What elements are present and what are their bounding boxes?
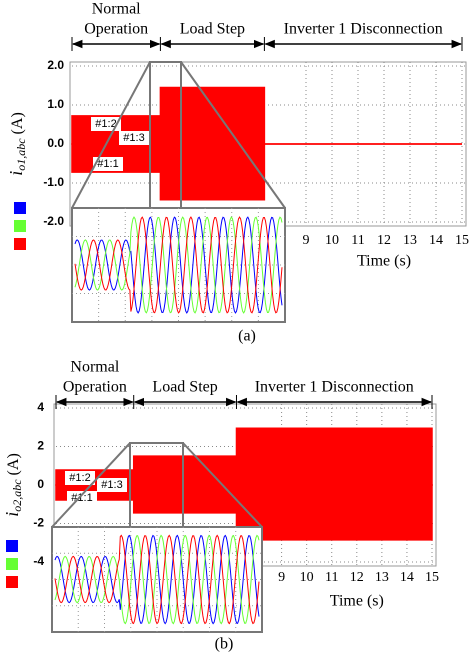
annotation-box (119, 131, 149, 145)
annotation: #1:3 (101, 479, 122, 491)
annotation-box (91, 117, 121, 131)
y-tick-label: 0.0 (47, 136, 64, 150)
annotation: #1:3 (123, 132, 144, 144)
annotation: #1:1 (97, 158, 118, 170)
zoom-connector (71, 61, 286, 209)
x-axis-label: Time (s) (357, 253, 411, 270)
y-label-unit: (A) (5, 453, 22, 479)
y-tick-label: -1.0 (43, 175, 64, 189)
y-tick-label: 4 (37, 400, 44, 414)
phase-label: Inverter 1 Disconnection (284, 21, 443, 38)
x-tick-label: 10 (325, 233, 339, 248)
y-axis-label: io2,abc (A) (2, 453, 24, 517)
y-label-subscript: o2,abc (10, 479, 24, 512)
x-axis-label: Time (s) (330, 593, 384, 610)
y-label-unit: (A) (9, 112, 26, 138)
y-tick-label: 2.0 (47, 58, 64, 72)
x-tick-label: 14 (400, 570, 414, 585)
inset-waveform (74, 216, 283, 314)
y-tick-label: 1.0 (47, 97, 64, 111)
envelope-area (71, 143, 462, 201)
inset-waveform (54, 534, 260, 625)
y-tick-label: 2 (37, 439, 44, 453)
phase-label: Operation (63, 379, 127, 396)
x-tick-label: 12 (350, 570, 364, 585)
phase-label: Normal (70, 359, 119, 376)
caption: (b) (215, 636, 234, 653)
phase-label: Inverter 1 Disconnection (255, 379, 414, 396)
annotation: #1:2 (95, 118, 116, 130)
envelope-area (55, 427, 433, 486)
y-tick-label: -2.0 (43, 214, 64, 228)
y-tick-label: -2 (33, 516, 44, 530)
x-tick-label: 14 (429, 233, 443, 248)
x-tick-label: 13 (403, 233, 417, 248)
legend-swatch (6, 540, 18, 552)
x-tick-label: 9 (303, 233, 310, 248)
y-axis-label: io1,abc (A) (6, 112, 28, 176)
x-tick-label: 10 (300, 570, 314, 585)
y-tick-label: 0 (37, 477, 44, 491)
phase-label: Normal (92, 1, 141, 18)
x-tick-label: 13 (375, 570, 389, 585)
y-label-symbol: i (2, 512, 22, 517)
y-tick-label: -4 (33, 554, 44, 568)
caption: (a) (238, 328, 256, 345)
legend-swatch (6, 576, 18, 588)
legend-swatch (14, 238, 26, 250)
x-tick-label: 15 (425, 570, 439, 585)
legend-swatch (6, 558, 18, 570)
phase-label: Load Step (180, 21, 245, 38)
x-tick-label: 12 (377, 233, 391, 248)
x-tick-label: 11 (325, 570, 338, 585)
zoom-connector (51, 442, 263, 528)
legend-swatch (14, 220, 26, 232)
annotation-box (65, 471, 95, 485)
y-label-symbol: i (6, 171, 26, 176)
annotation: #1:2 (69, 472, 90, 484)
annotation-box (93, 157, 123, 171)
phase-label: Load Step (152, 379, 217, 396)
x-tick-label: 15 (455, 233, 469, 248)
annotation-box (97, 478, 127, 492)
phase-label: Operation (84, 21, 148, 38)
x-tick-label: 9 (278, 570, 285, 585)
legend-swatch (14, 202, 26, 214)
x-tick-label: 11 (351, 233, 364, 248)
y-label-subscript: o1,abc (14, 138, 28, 171)
